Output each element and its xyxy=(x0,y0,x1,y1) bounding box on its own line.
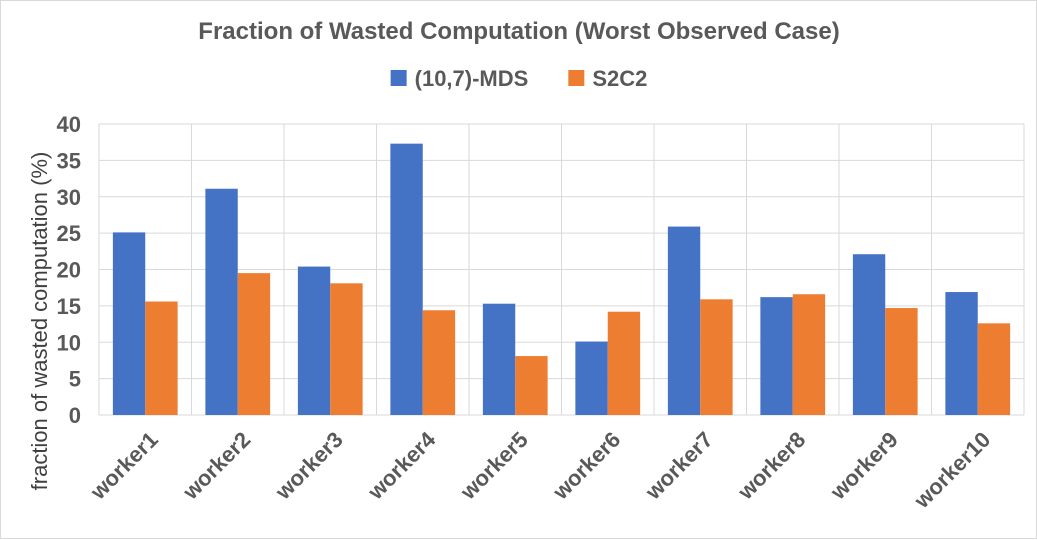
chart-title: Fraction of Wasted Computation (Worst Ob… xyxy=(198,18,839,45)
x-tick-label: worker3 xyxy=(270,427,348,505)
y-tick-label: 15 xyxy=(57,294,81,319)
bar-mds-worker6 xyxy=(575,341,608,415)
bar-mds-worker4 xyxy=(390,143,423,415)
x-tick-label: worker4 xyxy=(362,426,441,505)
x-tick-label: worker2 xyxy=(177,427,255,505)
bar-s2c2-worker2 xyxy=(237,273,271,415)
bar-s2c2-worker7 xyxy=(700,299,733,415)
x-axis-ticks: worker1 worker2 worker3 worker4 worker5 worke… xyxy=(85,426,996,513)
y-tick-label: 30 xyxy=(57,185,81,210)
bar-s2c2-worker10 xyxy=(977,323,1011,415)
bars xyxy=(112,143,1011,415)
bar-s2c2-worker6 xyxy=(607,311,641,415)
bar-mds-worker5 xyxy=(482,303,516,415)
bar-s2c2-worker1 xyxy=(145,301,178,415)
y-tick-label: 10 xyxy=(57,330,81,355)
bar-s2c2-worker3 xyxy=(330,283,363,415)
bar-s2c2-worker8 xyxy=(792,294,826,415)
legend-swatch xyxy=(568,70,585,86)
y-axis-ticks: 0 5 10 15 20 25 30 35 40 xyxy=(57,112,81,428)
bar-mds-worker3 xyxy=(297,266,331,415)
legend-item-mds: (10,7)-MDS xyxy=(390,66,529,91)
y-tick-label: 25 xyxy=(57,221,81,246)
y-tick-label: 20 xyxy=(57,258,81,283)
bar-mds-worker8 xyxy=(760,297,793,415)
x-tick-label: worker9 xyxy=(825,427,903,505)
gridlines xyxy=(98,123,1025,416)
bar-mds-worker1 xyxy=(112,232,146,415)
x-tick-label: worker8 xyxy=(732,427,810,505)
x-tick-label: worker1 xyxy=(85,427,163,505)
bar-s2c2-worker4 xyxy=(422,310,456,415)
bar-mds-worker2 xyxy=(205,188,238,415)
y-tick-label: 0 xyxy=(69,403,81,428)
legend-label: (10,7)-MDS xyxy=(415,66,529,91)
legend-item-s2c2: S2C2 xyxy=(568,66,647,91)
bar-mds-worker7 xyxy=(667,226,701,415)
y-tick-label: 40 xyxy=(57,112,81,137)
y-tick-label: 35 xyxy=(57,148,81,173)
x-tick-label: worker10 xyxy=(909,427,996,514)
x-tick-label: worker5 xyxy=(455,427,533,505)
bar-s2c2-worker9 xyxy=(885,308,918,415)
legend: (10,7)-MDS S2C2 xyxy=(390,66,647,91)
legend-label: S2C2 xyxy=(592,66,647,91)
bar-s2c2-worker5 xyxy=(515,356,548,415)
bar-mds-worker9 xyxy=(852,254,886,415)
y-tick-label: 5 xyxy=(69,367,81,392)
legend-swatch xyxy=(390,70,407,86)
y-axis-label: fraction of wasted computation (%) xyxy=(27,152,52,491)
bar-mds-worker10 xyxy=(945,292,978,415)
x-tick-label: worker7 xyxy=(640,427,718,505)
x-tick-label: worker6 xyxy=(547,427,625,505)
